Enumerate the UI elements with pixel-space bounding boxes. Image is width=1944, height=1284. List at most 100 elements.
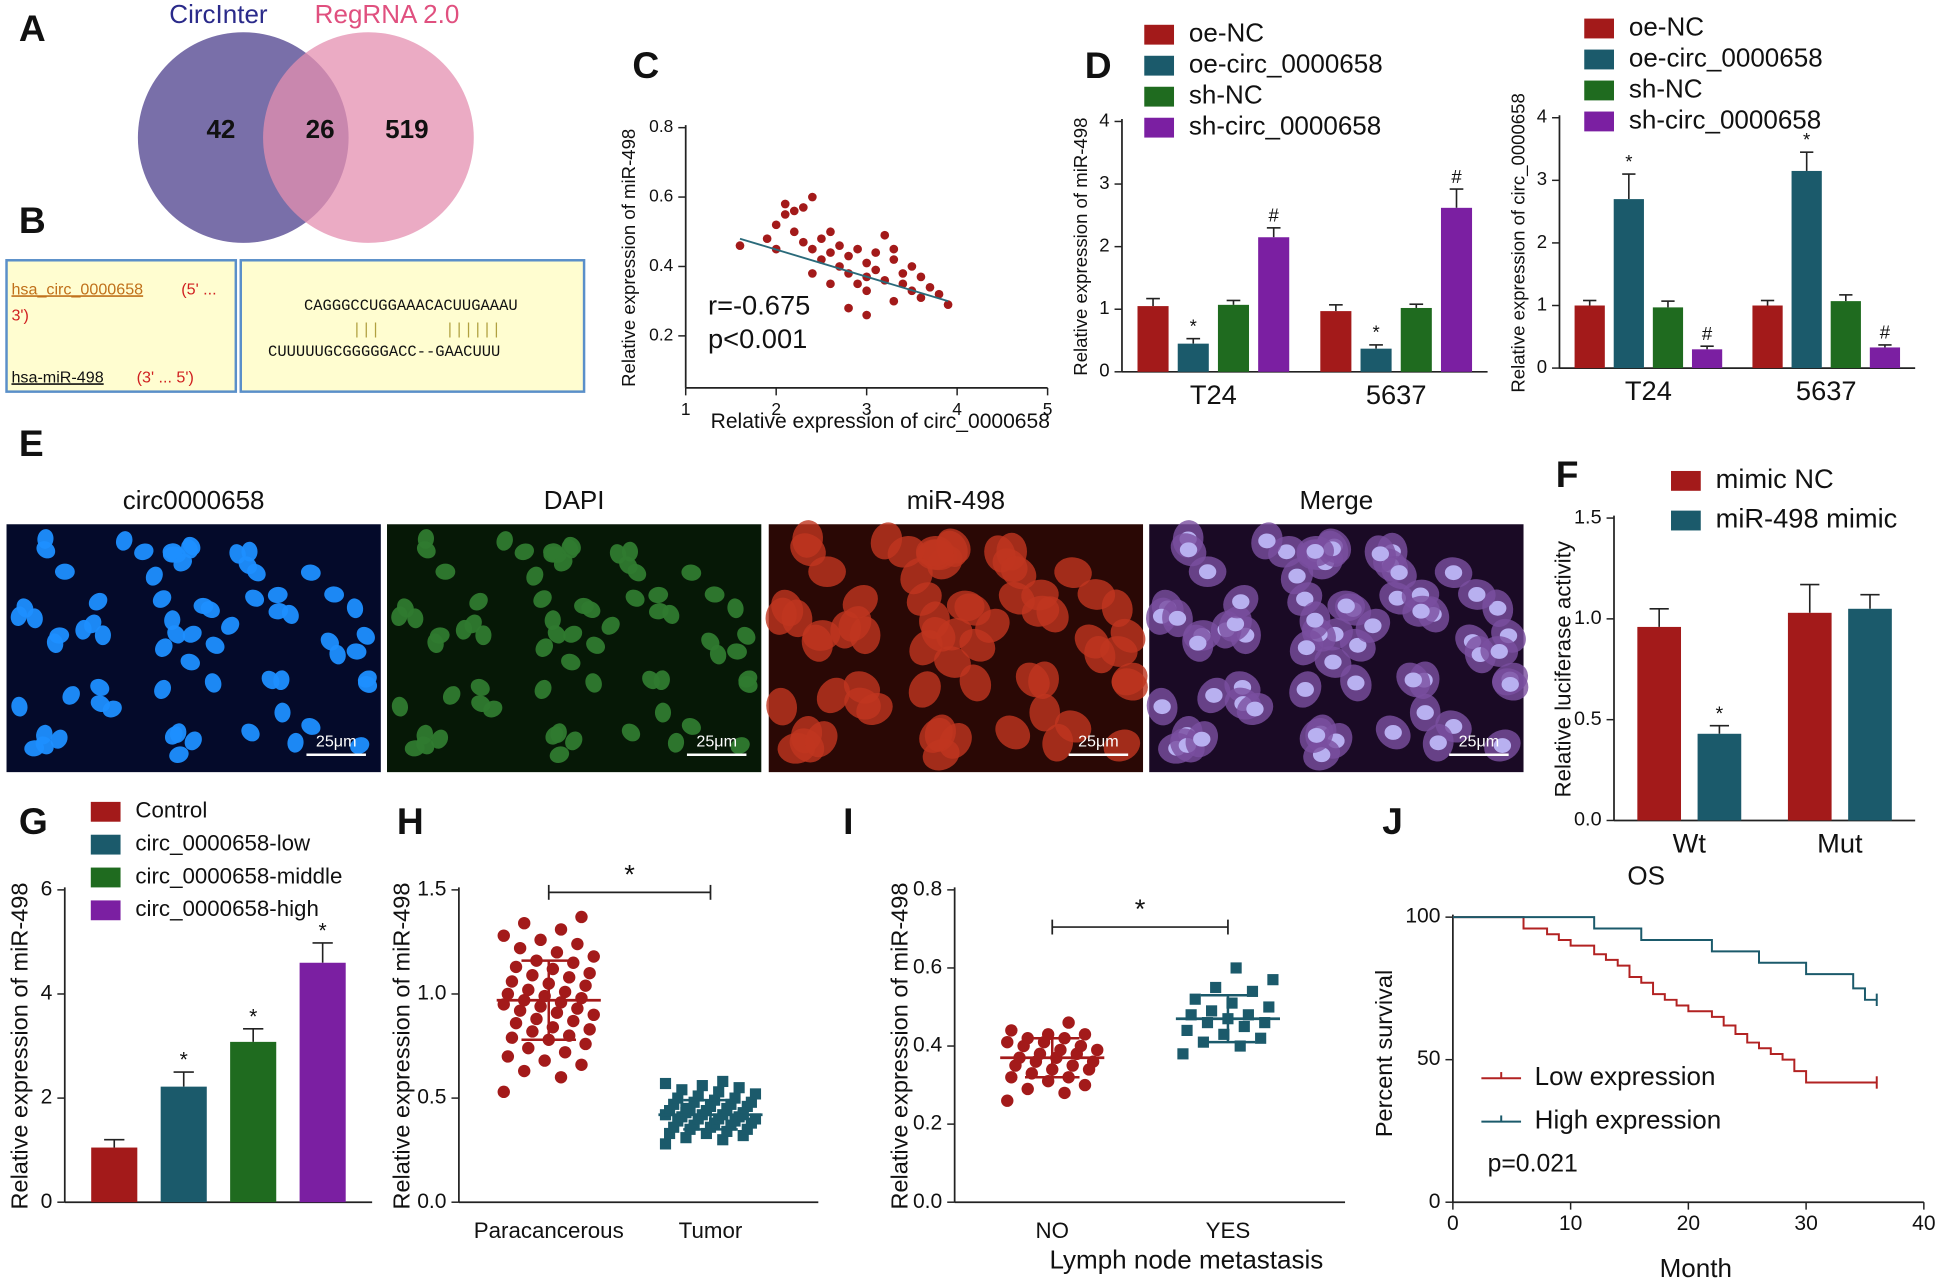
point (579, 1037, 592, 1051)
point (497, 929, 510, 942)
cell (609, 544, 627, 564)
point (554, 1071, 568, 1084)
point (1201, 1017, 1214, 1029)
x-tick-label: 5 (1043, 399, 1053, 419)
point (1062, 1016, 1075, 1029)
legend-label: oe-NC (1189, 18, 1264, 48)
nucleus (1412, 603, 1430, 619)
venn-right-name: RegRNA 2.0 (315, 0, 460, 29)
bar (1830, 301, 1861, 369)
y-axis-label: Relative luciferase activity (1550, 540, 1575, 797)
bar (1137, 306, 1169, 372)
cell (1111, 668, 1148, 701)
scale-bar-label: 25μm (1459, 733, 1500, 751)
venn-count: 26 (306, 114, 335, 144)
x-tick-label: 0 (1447, 1212, 1459, 1235)
cell (241, 723, 260, 742)
cell (350, 737, 370, 754)
point (1181, 1024, 1193, 1036)
cell (654, 702, 672, 723)
bar (1791, 170, 1822, 369)
bar (1217, 304, 1250, 372)
cell (11, 696, 28, 717)
point (664, 1127, 676, 1140)
point (571, 1002, 584, 1015)
legend-swatch (1584, 111, 1614, 132)
nucleus (1246, 701, 1264, 717)
y-tick-label: 0.8 (649, 116, 673, 136)
cell (561, 653, 581, 671)
point (1242, 1009, 1254, 1021)
bar (1320, 311, 1352, 372)
cell (483, 700, 503, 718)
cell (727, 643, 747, 660)
legend-label: circ_0000658-middle (135, 863, 342, 888)
x-tick-label: 5637 (1366, 379, 1427, 410)
cell (1015, 662, 1050, 698)
point (789, 206, 799, 216)
y-tick-label: 0.6 (913, 956, 942, 979)
cell (975, 608, 1010, 643)
point (1074, 1039, 1088, 1053)
cell (329, 644, 346, 665)
x-tick-label: 4 (952, 399, 962, 419)
panel-letter: F (1556, 453, 1579, 495)
point (501, 1050, 515, 1063)
panel-letter: G (19, 800, 48, 842)
point (575, 910, 588, 924)
cell (1000, 556, 1037, 590)
cell (145, 566, 163, 586)
point (550, 946, 564, 959)
y-tick-label: 2 (41, 1086, 53, 1109)
nucleus (1226, 616, 1245, 632)
panel-letter: C (632, 44, 659, 86)
nucleus (1347, 675, 1365, 691)
venn-count: 42 (206, 114, 235, 144)
x-axis-label: Month (1660, 1253, 1732, 1283)
nucleus (1258, 533, 1276, 549)
cell (115, 531, 133, 551)
x-axis-label: Lymph node metastasis (1050, 1245, 1324, 1275)
venn-right (263, 32, 474, 243)
significance-marker: * (1625, 151, 1632, 172)
cell (1099, 636, 1138, 667)
cell (247, 563, 266, 582)
venn-count: 519 (385, 114, 428, 144)
cell (356, 626, 375, 645)
cell (681, 564, 702, 581)
point (526, 1025, 539, 1038)
cell (1029, 693, 1061, 732)
point (664, 1105, 676, 1117)
y-tick-label: 0.0 (1574, 809, 1602, 831)
legend-swatch (1584, 49, 1614, 70)
point (579, 979, 592, 992)
cell (900, 558, 933, 595)
bar (1637, 626, 1682, 821)
significance-marker: * (1372, 322, 1379, 343)
point (1189, 993, 1201, 1005)
bar (1400, 307, 1432, 372)
y-tick-label: 0 (1429, 1190, 1441, 1213)
legend-swatch (1584, 80, 1614, 101)
cell (35, 736, 54, 755)
point (780, 199, 790, 209)
point (530, 1012, 543, 1026)
annotation: p<0.001 (708, 323, 807, 354)
y-tick-label: 2 (1099, 235, 1109, 256)
point (862, 258, 871, 268)
y-tick-label: 4 (1099, 109, 1109, 130)
point (583, 1023, 596, 1036)
x-tick-label: YES (1206, 1218, 1251, 1243)
nucleus (1468, 587, 1486, 602)
point (554, 923, 568, 936)
point (522, 1041, 535, 1055)
nucleus (1232, 594, 1250, 610)
point (853, 279, 862, 289)
cell (738, 675, 758, 693)
legend-swatch (1144, 55, 1175, 76)
y-axis-label: Relative expression of miR-498 (1070, 118, 1091, 376)
point (680, 1102, 692, 1115)
cell (470, 678, 490, 696)
image-title: circ0000658 (123, 485, 265, 515)
